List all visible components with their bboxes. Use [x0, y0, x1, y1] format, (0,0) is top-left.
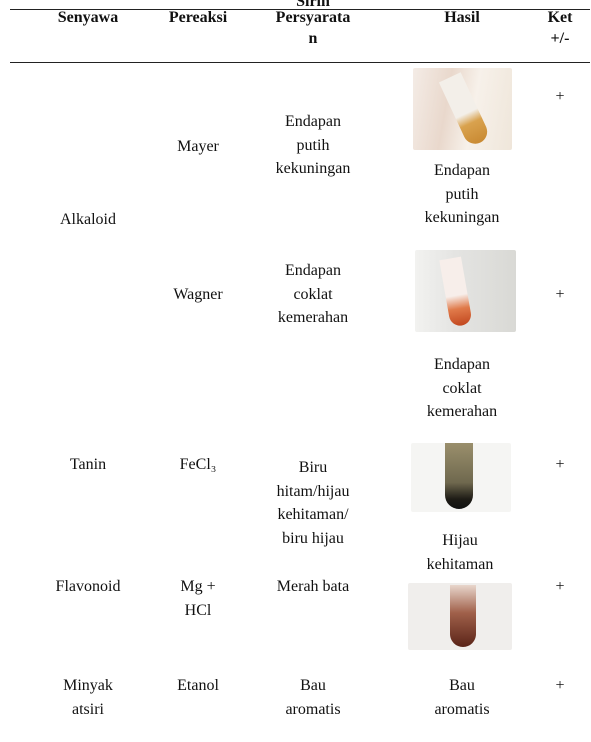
photo: [408, 583, 512, 650]
cell-senyawa: Minyak: [63, 677, 113, 694]
cell-hasil: aromatis: [434, 700, 490, 718]
cell-pereaksi: Mayer: [177, 138, 219, 155]
cell-ket: +: [555, 286, 565, 303]
photo: [411, 443, 511, 512]
cell-hasil: kekuningan: [424, 209, 500, 226]
cell-pereaksi: FeCl₃: [179, 456, 217, 473]
cell-persyaratan: Biru: [298, 459, 328, 476]
cell-hasil: putih: [445, 185, 479, 203]
top-rule: [10, 9, 590, 10]
column-header: Senyawa: [57, 9, 119, 26]
column-header: Persyarata: [275, 9, 351, 26]
cell-hasil: Hijau: [442, 532, 478, 549]
cell-hasil: Bau: [449, 677, 475, 694]
cell-persyaratan: putih: [296, 136, 330, 154]
cell-persyaratan: biru hijau: [282, 529, 344, 547]
cell-persyaratan: kemerahan: [277, 309, 349, 326]
cell-persyaratan: Endapan: [285, 113, 341, 130]
cell-persyaratan: aromatis: [285, 700, 341, 718]
cell-hasil: kehitaman: [426, 555, 494, 573]
cell-persyaratan: hitam/hijau: [276, 482, 350, 500]
cell-ket: +: [555, 456, 565, 473]
cell-pereaksi: Etanol: [177, 677, 219, 694]
cell-ket: +: [555, 578, 565, 595]
cell-senyawa: Flavonoid: [55, 578, 121, 595]
cell-hasil: coklat: [442, 379, 482, 397]
cell-senyawa: Alkaloid: [60, 211, 116, 228]
cell-hasil: kemerahan: [426, 403, 498, 420]
cell-pereaksi: HCl: [184, 601, 212, 619]
cell-senyawa: Tanin: [69, 456, 107, 473]
column-header: Ket: [547, 9, 573, 26]
cell-persyaratan: Bau: [300, 677, 326, 694]
column-header: Pereaksi: [168, 9, 228, 26]
cell-persyaratan: kekuningan: [275, 160, 351, 177]
header-rule: [10, 62, 590, 63]
cell-pereaksi: Wagner: [173, 286, 223, 303]
cell-persyaratan: coklat: [293, 285, 333, 303]
photo: [413, 68, 512, 150]
cell-hasil: Endapan: [434, 162, 490, 179]
column-header: n: [308, 30, 318, 47]
cell-pereaksi: Mg +: [180, 578, 216, 595]
cell-persyaratan: kehitaman/: [277, 506, 349, 523]
cell-persyaratan: Merah bata: [276, 578, 350, 595]
photo: [415, 250, 516, 332]
cell-senyawa: atsiri: [72, 700, 104, 718]
cell-persyaratan: Endapan: [285, 262, 341, 279]
column-header: Hasil: [444, 9, 480, 26]
cell-ket: +: [555, 88, 565, 105]
cell-hasil: Endapan: [434, 356, 490, 373]
cell-ket: +: [555, 677, 565, 694]
page-title: Sirih: [296, 0, 330, 10]
column-header: +/-: [550, 30, 570, 47]
